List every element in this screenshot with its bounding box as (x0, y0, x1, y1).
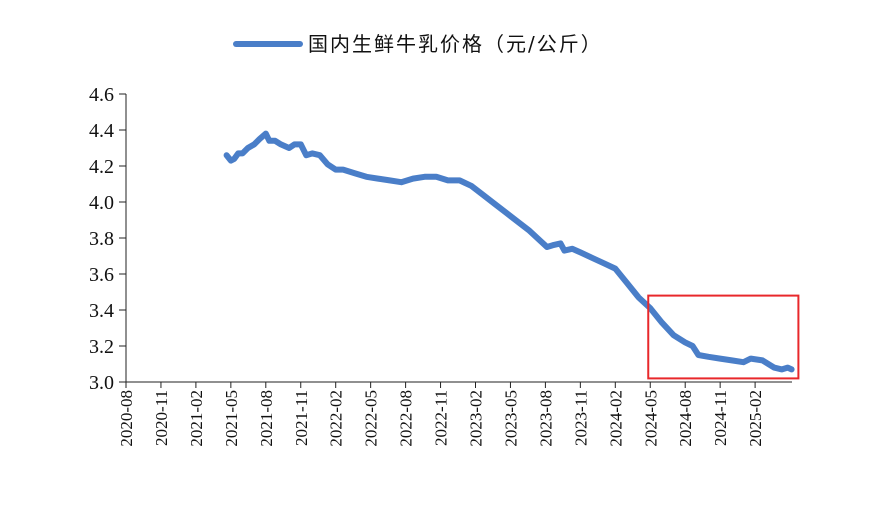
y-tick-label: 4.6 (89, 84, 114, 106)
x-tick-label: 2023-11 (571, 390, 590, 446)
y-tick-label: 3.8 (89, 228, 114, 250)
x-tick-label: 2022-05 (362, 390, 381, 447)
x-tick-label: 2024-08 (676, 390, 695, 447)
x-tick-label: 2021-11 (292, 390, 311, 446)
x-tick-label: 2021-02 (187, 390, 206, 447)
y-tick-label: 3.0 (89, 372, 114, 394)
x-tick-label: 2021-05 (222, 390, 241, 447)
x-tick-label: 2023-08 (536, 390, 555, 447)
x-tick-label: 2022-02 (327, 390, 346, 447)
x-axis-ticks: 2020-08 2020-11 2021-02 2021-05 2021-08 2021-… (117, 382, 765, 447)
y-tick-label: 4.4 (89, 120, 114, 142)
x-tick-label: 2023-05 (501, 390, 520, 447)
legend: 国内生鲜牛乳价格（元/公斤） (233, 32, 603, 56)
x-tick-label: 2024-11 (711, 390, 730, 446)
x-tick-label: 2022-08 (397, 390, 416, 447)
series-line (223, 130, 795, 373)
x-tick-label: 2022-11 (432, 390, 451, 446)
y-tick-label: 3.4 (89, 300, 114, 322)
x-tick-label: 2025-02 (746, 390, 765, 447)
x-tick-label: 2021-08 (257, 390, 276, 447)
x-tick-label: 2024-05 (641, 390, 660, 447)
x-tick-label: 2024-02 (606, 390, 625, 447)
y-axis-ticks: 3.0 3.2 3.4 3.6 3.8 4.0 4.2 4.4 4.6 (89, 84, 126, 394)
y-tick-label: 4.0 (89, 192, 114, 214)
y-tick-label: 4.2 (89, 156, 114, 178)
x-tick-label: 2020-08 (117, 390, 136, 447)
y-tick-label: 3.6 (89, 264, 114, 286)
y-tick-label: 3.2 (89, 336, 114, 358)
highlight-box (647, 294, 800, 380)
x-tick-label: 2020-11 (152, 390, 171, 446)
x-tick-label: 2023-02 (467, 390, 486, 447)
legend-label: 国内生鲜牛乳价格（元/公斤） (308, 32, 603, 56)
axes (125, 94, 792, 383)
